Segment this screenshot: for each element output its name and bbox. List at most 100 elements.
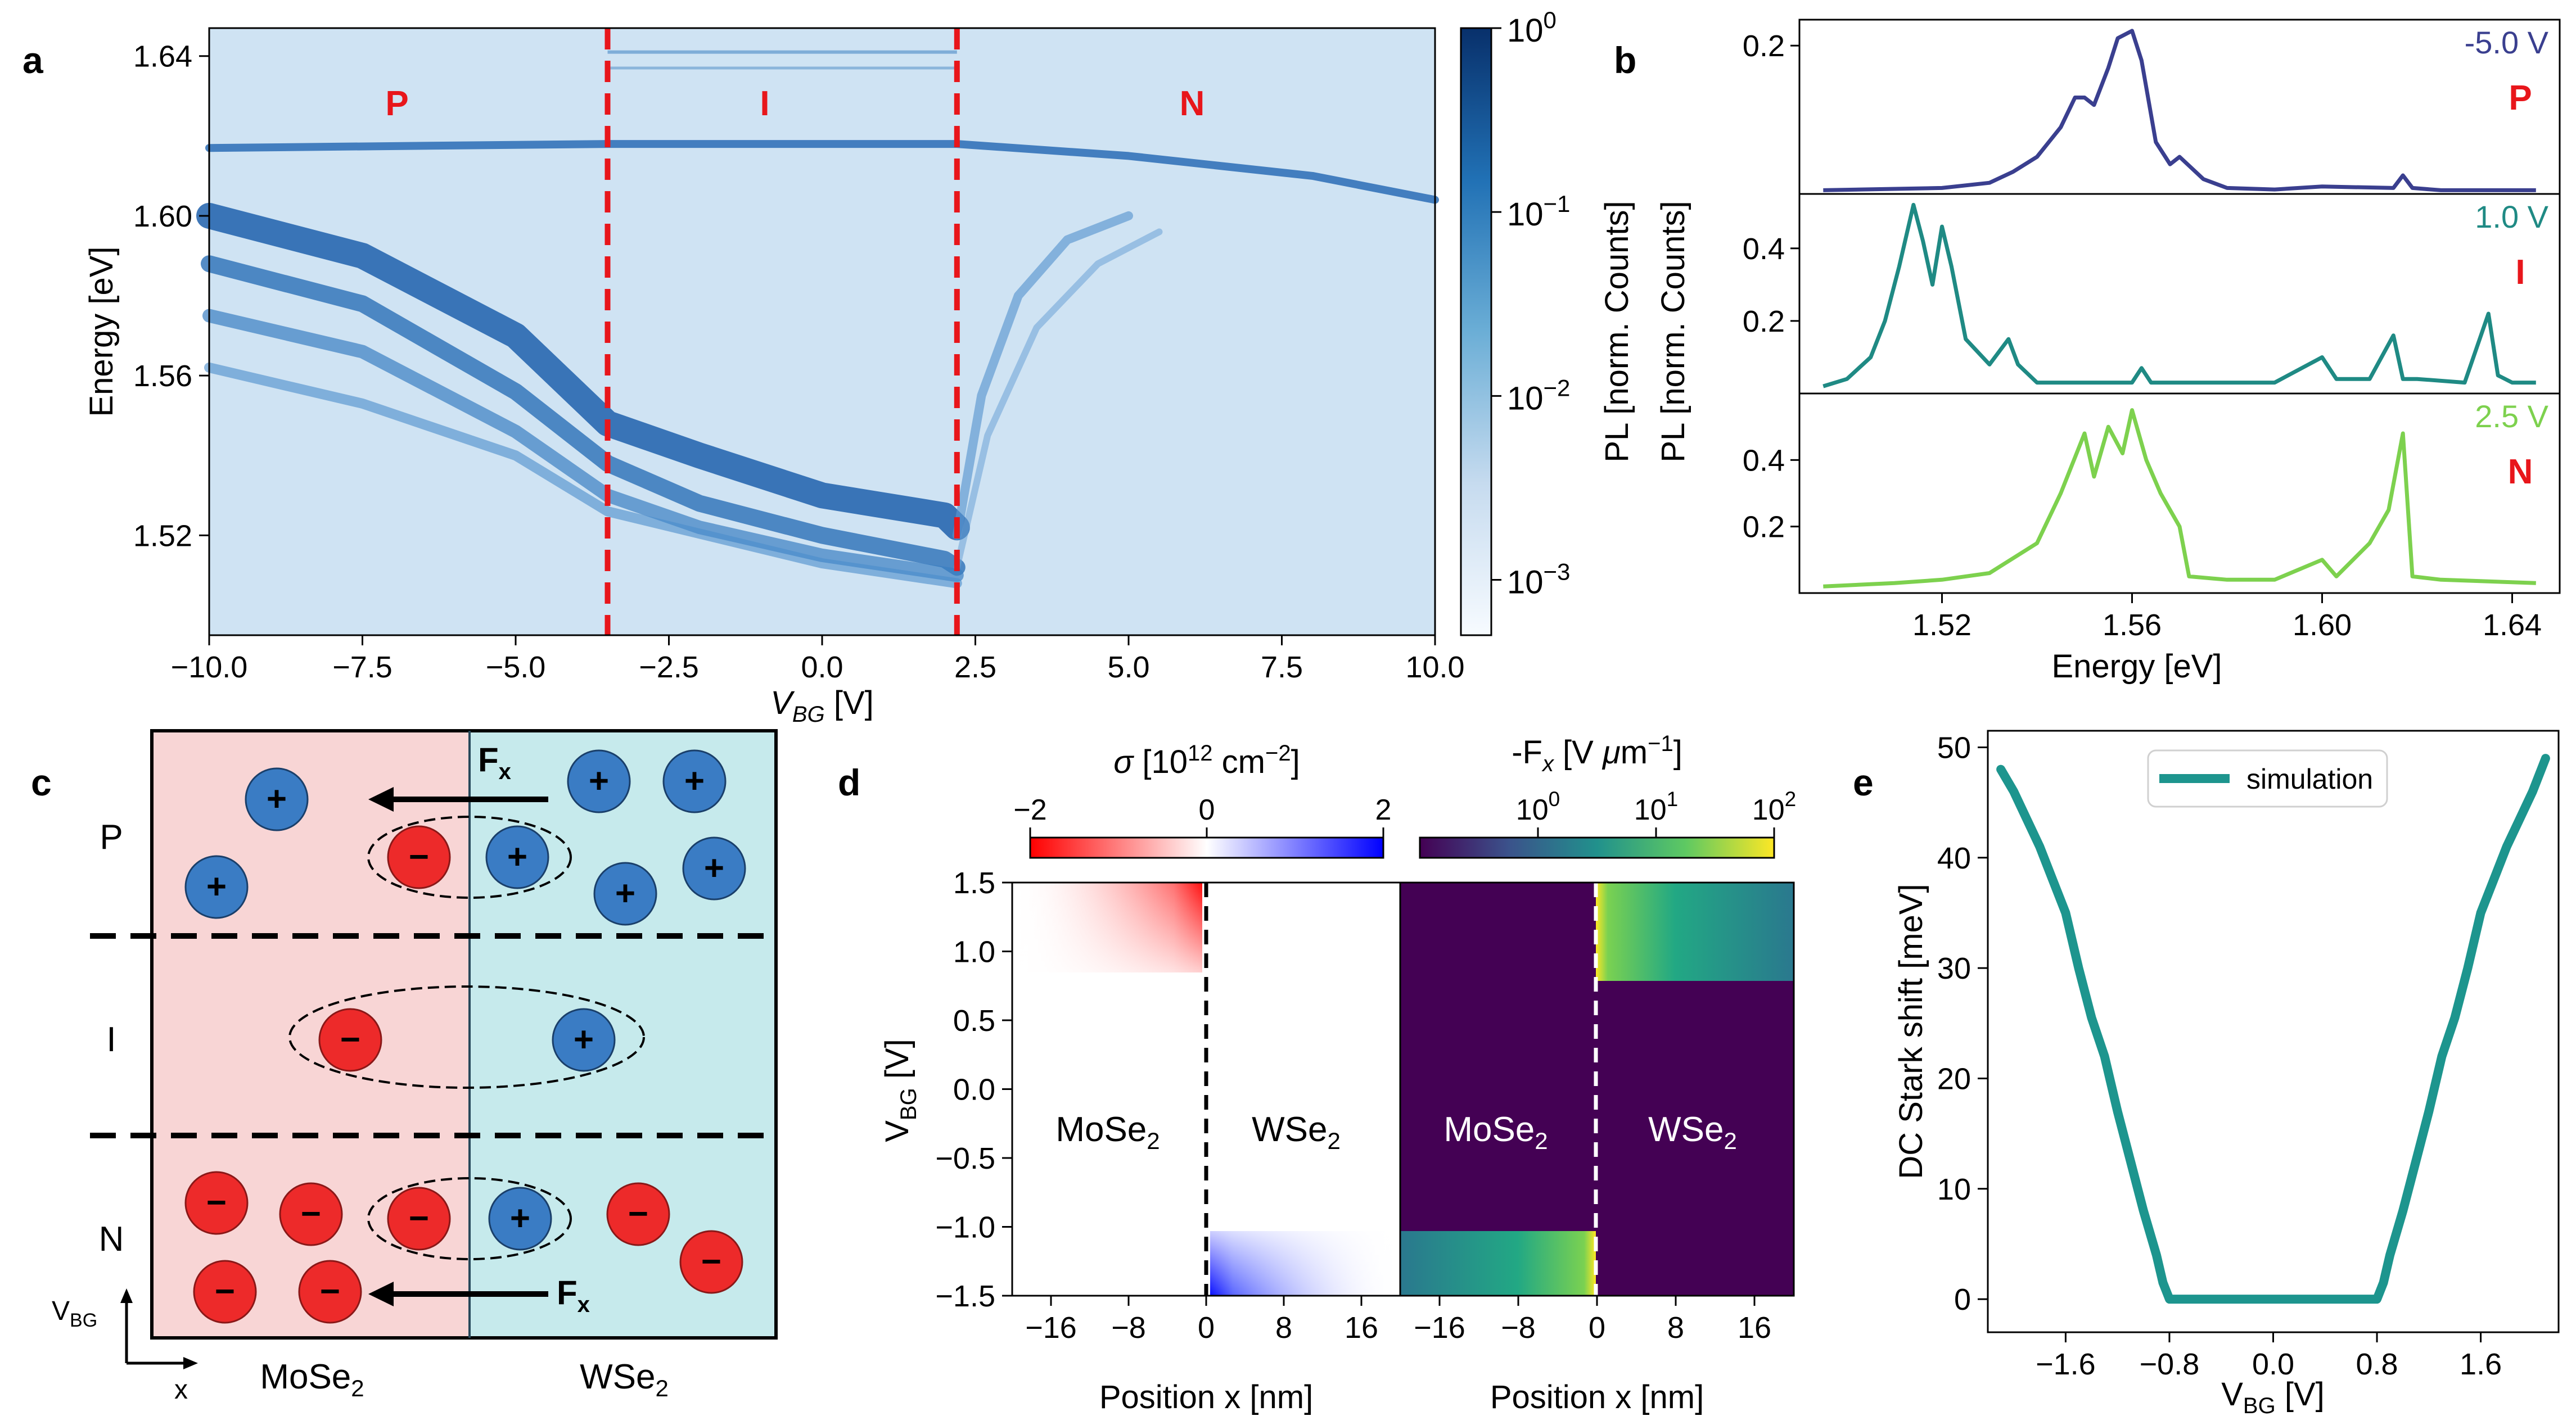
legend-e-label: simulation (2246, 763, 2373, 795)
x-tick-label-b-2: 1.60 (2293, 608, 2352, 642)
panel-a: a −10.0 −7.5 −5.0 −2.5 0.0 2.5 5.0 7.5 10.0 1.64 1… (22, 7, 1635, 727)
panel-e: e −1.6 −0.8 0.0 0.8 1.6 0 10 20 30 40 50 simulatio… (1853, 730, 2560, 1418)
axes-a: −10.0 −7.5 −5.0 −2.5 0.0 2.5 5.0 7.5 10.0 1.64 1.6… (133, 40, 1465, 684)
x-tick-label-a-6: 5.0 (1107, 650, 1149, 684)
panel-b: b 0.2 -5.0 V P 0.4 0.2 1.0 V I 0.4 0.2 2.5 V N 1.52… (1614, 19, 2561, 685)
plot-e: −1.6 −0.8 0.0 0.8 1.6 0 10 20 30 40 50 (1937, 731, 2550, 1381)
y-tick-label-b-1-1: 0.2 (1743, 305, 1785, 338)
row-label-i: I (106, 1020, 116, 1059)
sigma-tick-label-0: −2 (1013, 794, 1046, 826)
mini-axis-x-label: x (174, 1375, 188, 1405)
heatmap-a-features (196, 28, 1439, 635)
spectra-b: 0.2 -5.0 V P 0.4 0.2 1.0 V I 0.4 0.2 2.5 V N 1.52 1.… (1743, 19, 2561, 642)
colorbar-field-label: -Fx [V μm−1] (1512, 731, 1682, 776)
colorbar-a-ticks: 100 10−1 10−2 10−3 (1491, 7, 1570, 601)
band-moire-1 (196, 202, 970, 541)
field-tick-label-1: 101 (1634, 788, 1678, 826)
axis-label-a-y: Energy [eV] (83, 246, 120, 417)
y-tick-label-b-0-0: 0.2 (1743, 29, 1785, 63)
spectrum-line-1 (1822, 202, 2536, 388)
panel-label-b: b (1614, 39, 1636, 81)
plot-e-frame (1987, 730, 2560, 1333)
electron-symbol-0: − (409, 838, 429, 876)
panel-c: c P I N + + + + + + + + + − − − − − − − − − Fx Fx MoSe2 W… (31, 729, 778, 1405)
mini-axis-v-label: VBG (52, 1296, 97, 1331)
x-tick-label-d1-2: 0 (1589, 1311, 1605, 1345)
electron-symbol-1: − (340, 1020, 360, 1059)
colorbar-a-tick-label-0: 100 (1507, 7, 1557, 49)
axis-label-b-x: Energy [eV] (2051, 648, 2222, 685)
electron-symbol-6: − (701, 1242, 721, 1281)
hole-8 (488, 1187, 552, 1251)
sigma-negative-fade (1012, 883, 1202, 972)
colorbar-a-tick-label-3: 10−3 (1507, 559, 1570, 601)
y-tick-label-e-4: 40 (1937, 842, 1971, 875)
material-label-wse2-d2: WSe2 (1648, 1110, 1737, 1154)
spectrum-region-2: N (2508, 453, 2533, 491)
y-tick-label-d-1: 1.0 (953, 935, 995, 969)
electron-symbol-5: − (628, 1195, 648, 1233)
force-arrowhead-n (368, 1282, 394, 1306)
region-label-p: P (385, 84, 408, 123)
x-tick-label-d0-2: 0 (1198, 1311, 1215, 1345)
x-tick-label-a-8: 10.0 (1405, 650, 1464, 684)
hole-symbol-0: + (267, 780, 287, 818)
panel-label-c: c (31, 762, 52, 803)
y-tick-label-d-2: 0.5 (953, 1004, 995, 1038)
hole-2 (485, 825, 549, 889)
y-tick-label-d-4: −0.5 (935, 1142, 995, 1175)
x-tick-label-e-3: 0.8 (2356, 1347, 2398, 1381)
x-tick-label-e-0: −1.6 (2036, 1347, 2096, 1381)
hole-4 (662, 749, 727, 813)
spectrum-box-1 (1798, 193, 2561, 395)
colorbar-sigma (1029, 836, 1384, 859)
colorbar-a-tick-label-1: 10−1 (1507, 191, 1570, 233)
region-label-n: N (1180, 84, 1205, 123)
electron-8 (298, 1260, 362, 1324)
stark-shift-line (1996, 754, 2550, 1304)
axis-label-d-x2: Position x [nm] (1490, 1379, 1704, 1415)
exciton-ellipse-p (367, 816, 572, 899)
electron-0 (387, 825, 451, 889)
x-tick-label-a-4: 0.0 (801, 650, 843, 684)
spectrum-region-0: P (2509, 79, 2532, 117)
axis-label-e-y: DC Stark shift [meV] (1893, 884, 1929, 1179)
hole-symbol-5: + (704, 849, 724, 888)
electron-symbol-2: − (206, 1183, 227, 1222)
band-top-line (205, 140, 1439, 204)
spectrum-box-2 (1798, 392, 2561, 594)
x-tick-label-e-2: 0.0 (2252, 1347, 2294, 1381)
y-tick-label-b-2-0: 0.4 (1743, 444, 1785, 477)
electron-7 (193, 1260, 257, 1324)
electron-symbol-3: − (301, 1195, 321, 1233)
y-tick-label-a-0: 1.64 (133, 40, 192, 74)
y-tick-label-d-3: 0.0 (953, 1073, 995, 1107)
spectrum-line-0 (1823, 29, 2536, 192)
band-n-rise-2 (953, 228, 1163, 571)
band-n-rise-1 (952, 211, 1133, 540)
mini-axis-x-head (183, 1357, 198, 1369)
sigma-tick-label-2: 2 (1375, 794, 1392, 826)
region-label-i: I (760, 84, 769, 123)
field-tick-label-0: 100 (1516, 788, 1560, 826)
hole-symbol-4: + (684, 762, 705, 800)
hole-0 (245, 767, 309, 831)
y-tick-label-a-1: 1.60 (133, 200, 192, 233)
x-tick-label-d0-1: −8 (1111, 1311, 1146, 1345)
force-label-p: Fx (478, 741, 511, 784)
x-tick-label-a-3: −2.5 (639, 650, 699, 684)
electron-symbol-4: − (409, 1199, 429, 1238)
x-tick-label-a-7: 7.5 (1261, 650, 1303, 684)
hole-symbol-6: + (615, 874, 635, 913)
electron-5 (606, 1182, 670, 1246)
colorbar-a (1460, 27, 1492, 636)
hole-symbol-7: + (574, 1020, 594, 1059)
axis-label-d-y: VBG [V] (879, 1039, 921, 1142)
material-label-mose2-d2: MoSe2 (1443, 1110, 1548, 1154)
band-moire-2 (201, 255, 966, 576)
colorbar-d-ticks: −2 0 2 100 101 102 (1013, 788, 1796, 838)
exciton-ellipse-n (367, 1177, 572, 1260)
material-label-wse2-c: WSe2 (580, 1358, 669, 1401)
hole-6 (593, 862, 657, 926)
